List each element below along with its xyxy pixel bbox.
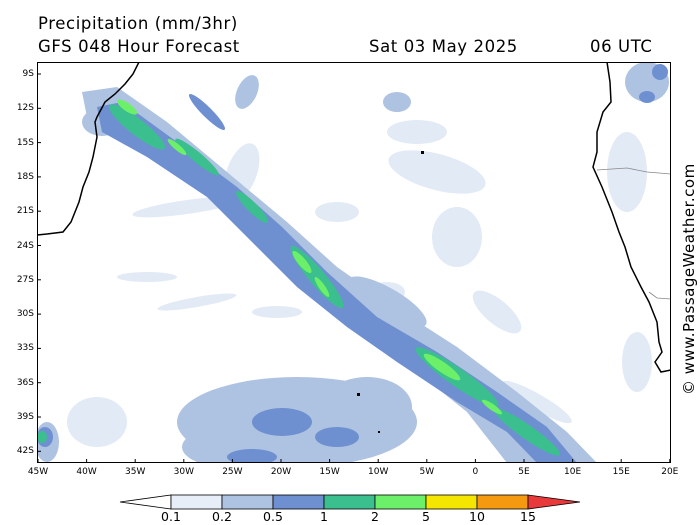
- map-canvas: [37, 62, 671, 463]
- legend-swatch: [323, 494, 376, 510]
- legend-label: 1: [320, 509, 328, 524]
- namibia-south-africa-border: [648, 291, 671, 300]
- lon-label: 20E: [661, 467, 679, 477]
- map-title: Precipitation (mm/3hr): [38, 14, 238, 33]
- island-gough: [378, 431, 380, 433]
- lat-label: 9S: [22, 69, 34, 79]
- legend-arrow-low: [119, 494, 172, 510]
- namibia-angola-border: [596, 167, 671, 175]
- africa-coastline: [592, 62, 671, 373]
- lon-label: 15E: [612, 467, 630, 477]
- precipitation-map: [37, 62, 671, 463]
- legend-swatch: [221, 494, 274, 510]
- precip-legend: [119, 494, 581, 510]
- lat-label: 18S: [16, 171, 34, 182]
- island-tristan: [357, 393, 360, 396]
- legend-swatch: [425, 494, 478, 510]
- legend-label: 2: [371, 509, 379, 524]
- lat-label: 27S: [16, 274, 34, 285]
- legend-label: 5: [422, 509, 430, 524]
- lon-label: 5E: [518, 467, 530, 477]
- legend-label: 0.5: [263, 509, 283, 524]
- lon-label: 5W: [419, 467, 435, 477]
- south-america-coastline: [37, 62, 140, 236]
- lon-label: 0: [472, 467, 479, 477]
- credit-watermark: © www.PassageWeather.com: [680, 163, 698, 395]
- axis-ticks: [37, 73, 671, 463]
- lon-label: 10W: [368, 467, 389, 477]
- legend-swatch: [170, 494, 223, 510]
- lat-label: 15S: [16, 137, 34, 148]
- legend-swatch: [374, 494, 427, 510]
- lon-label: 20W: [270, 467, 292, 477]
- legend-swatch: [476, 494, 529, 510]
- lon-label: 30W: [173, 467, 194, 477]
- forecast-date: Sat 03 May 2025: [369, 37, 518, 56]
- lat-label: 39S: [16, 412, 34, 422]
- legend-arrow-high: [527, 494, 581, 510]
- forecast-subtitle: GFS 048 Hour Forecast: [38, 37, 240, 56]
- lat-label: 24S: [16, 240, 34, 251]
- lon-label: 15W: [319, 467, 340, 477]
- legend-label: 0.2: [212, 509, 232, 524]
- lon-label: 10E: [564, 467, 582, 477]
- lat-label: 12S: [16, 103, 34, 114]
- legend-label: 15: [520, 509, 536, 524]
- legend-label: 0.1: [161, 509, 181, 524]
- forecast-time: 06 UTC: [590, 37, 653, 56]
- lat-label: 33S: [16, 343, 34, 354]
- map-frame: [37, 62, 671, 463]
- lat-label: 30S: [16, 309, 34, 320]
- lon-label: 25W: [222, 467, 243, 477]
- island-ascension: [421, 151, 424, 154]
- lon-label: 45W: [27, 467, 49, 477]
- legend-label: 10: [469, 509, 485, 524]
- precip-green: [116, 99, 502, 415]
- lon-label: 35W: [125, 467, 146, 477]
- lat-label: 21S: [16, 206, 34, 217]
- lat-label: 42S: [16, 446, 34, 457]
- lat-label: 36S: [16, 377, 34, 388]
- lon-label: 40W: [76, 467, 97, 477]
- legend-swatch: [272, 494, 325, 510]
